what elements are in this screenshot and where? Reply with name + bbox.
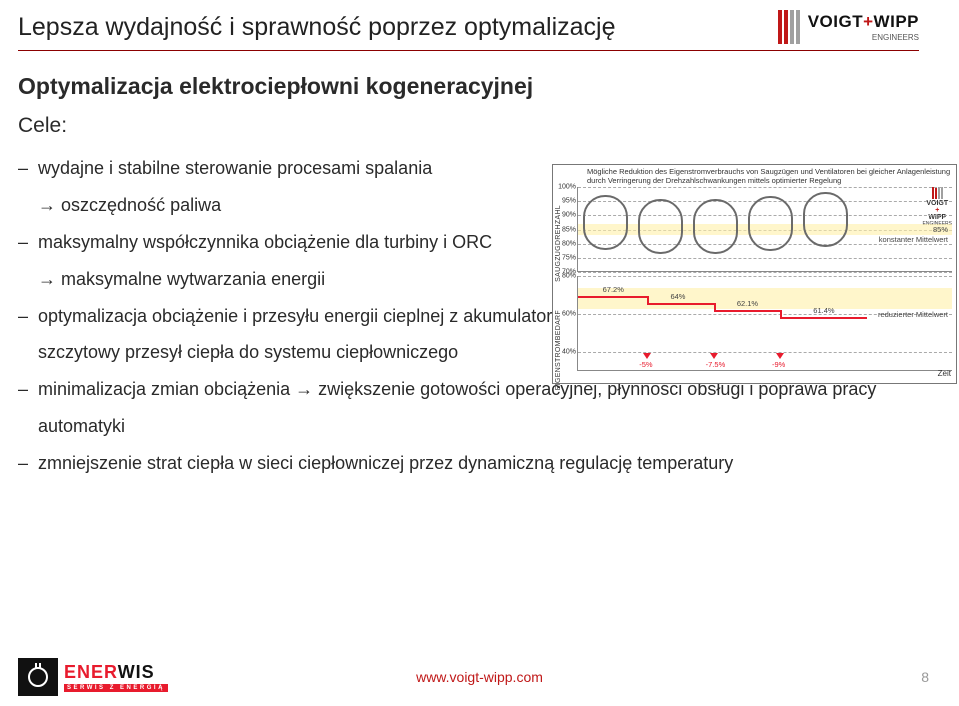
page-number: 8 [921, 669, 929, 685]
logo-voigt-wipp: VOIGT+WIPP ENGINEERS [778, 10, 919, 44]
logo-voigt: VOIGT [808, 12, 863, 31]
subtitle: Optymalizacja elektrociepłowni kogenerac… [0, 51, 959, 102]
goals-heading: Cele: [18, 114, 941, 138]
chart: Mögliche Reduktion des Eigenstromverbrau… [552, 164, 957, 384]
chart-title: Mögliche Reduktion des Eigenstromverbrau… [553, 165, 956, 185]
ener-red: ENER [64, 662, 118, 682]
logo-engineers: ENGINEERS [808, 33, 919, 42]
plug-icon [18, 658, 58, 696]
logo-wipp: WIPP [874, 12, 919, 31]
ener-black: WIS [118, 662, 155, 682]
list-item: zmniejszenie strat ciepła w sieci ciepło… [18, 445, 918, 482]
chart-zeit: Zeit [938, 369, 951, 378]
logo-plus: + [863, 12, 873, 31]
enerwis-tagline: SERWIS Z ENERGIĄ [64, 684, 168, 692]
chart-bot-panel: 80%60%40%67.2%-5%64%-7.5%62.1%-9%61.4%re… [577, 276, 952, 371]
logo-bars [778, 10, 800, 44]
enerwis-logo: ENERWIS SERWIS Z ENERGIĄ [18, 658, 168, 696]
chart-top-panel: 100%95%90%85%80%75%70%85%konstanter Mitt… [577, 187, 952, 272]
footer: ENERWIS SERWIS Z ENERGIĄ www.voigt-wipp.… [0, 658, 959, 696]
page-title: Lepsza wydajność i sprawność poprzez opt… [18, 13, 616, 42]
enerwis-name: ENERWIS [64, 662, 168, 683]
footer-url: www.voigt-wipp.com [416, 669, 543, 685]
